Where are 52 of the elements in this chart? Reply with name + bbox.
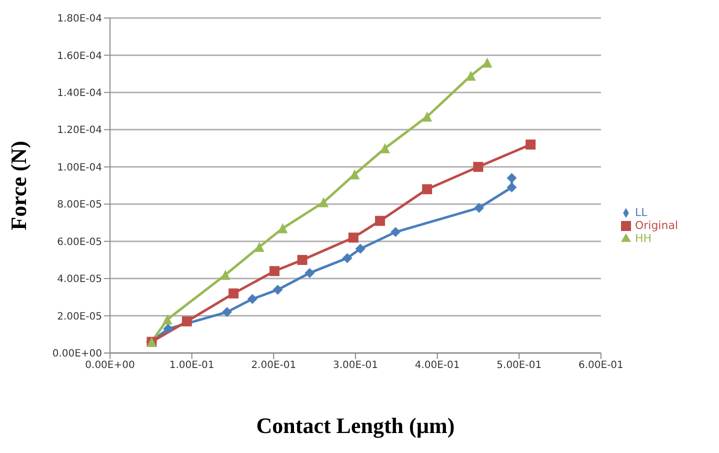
x-tick-label: 6.00E-01 xyxy=(578,360,624,372)
y-tick-label: 1.80E-04 xyxy=(57,14,102,25)
x-axis-title: Contact Length (µm) xyxy=(256,413,455,438)
y-tick-label: 1.60E-04 xyxy=(57,50,102,62)
point xyxy=(222,307,232,318)
point xyxy=(318,197,329,208)
x-tick-label: 3.00E-01 xyxy=(333,360,378,372)
y-tick-label: 4.00E-05 xyxy=(57,274,102,286)
point xyxy=(182,316,192,326)
point xyxy=(422,184,432,194)
legend-label: Original xyxy=(634,219,678,232)
point xyxy=(278,223,288,234)
point xyxy=(350,169,360,180)
point xyxy=(342,253,352,264)
x-tick-label: 1.00E-01 xyxy=(169,360,214,372)
y-tick-label: 8.00E-05 xyxy=(57,200,102,211)
point xyxy=(390,227,401,238)
legend-label: HH xyxy=(634,232,652,245)
x-tick-label: 2.00E-01 xyxy=(251,360,296,372)
point xyxy=(375,216,386,226)
point xyxy=(297,254,308,265)
point xyxy=(254,242,264,252)
y-axis-title: Force (N) xyxy=(6,140,31,230)
point xyxy=(466,70,476,81)
point xyxy=(228,288,239,298)
y-tick-label: 1.20E-04 xyxy=(57,125,102,136)
point xyxy=(247,294,258,304)
point xyxy=(526,140,536,150)
point xyxy=(506,182,517,192)
point xyxy=(304,268,315,278)
y-tick-label: 6.00E-05 xyxy=(57,236,102,248)
point xyxy=(474,202,484,213)
point xyxy=(473,162,484,172)
y-tick-label: 1.40E-04 xyxy=(57,88,102,99)
point xyxy=(220,270,230,280)
point xyxy=(162,314,172,324)
point xyxy=(355,244,366,254)
y-tick-label: 2.00E-05 xyxy=(57,311,102,322)
x-tick-label: 5.00E-01 xyxy=(496,360,542,372)
point xyxy=(380,143,390,154)
legend-label: LL xyxy=(634,206,648,219)
point xyxy=(348,232,358,243)
x-tick-label: 4.00E-01 xyxy=(414,360,460,372)
point xyxy=(482,58,492,68)
point xyxy=(506,173,517,184)
point xyxy=(269,266,280,276)
y-tick-label: 0.00E+00 xyxy=(52,348,102,360)
point xyxy=(163,324,174,334)
point xyxy=(422,112,432,122)
y-tick-label: 1.00E-04 xyxy=(57,162,102,174)
point xyxy=(272,284,283,295)
x-tick-label: 0.00E+00 xyxy=(85,360,135,372)
